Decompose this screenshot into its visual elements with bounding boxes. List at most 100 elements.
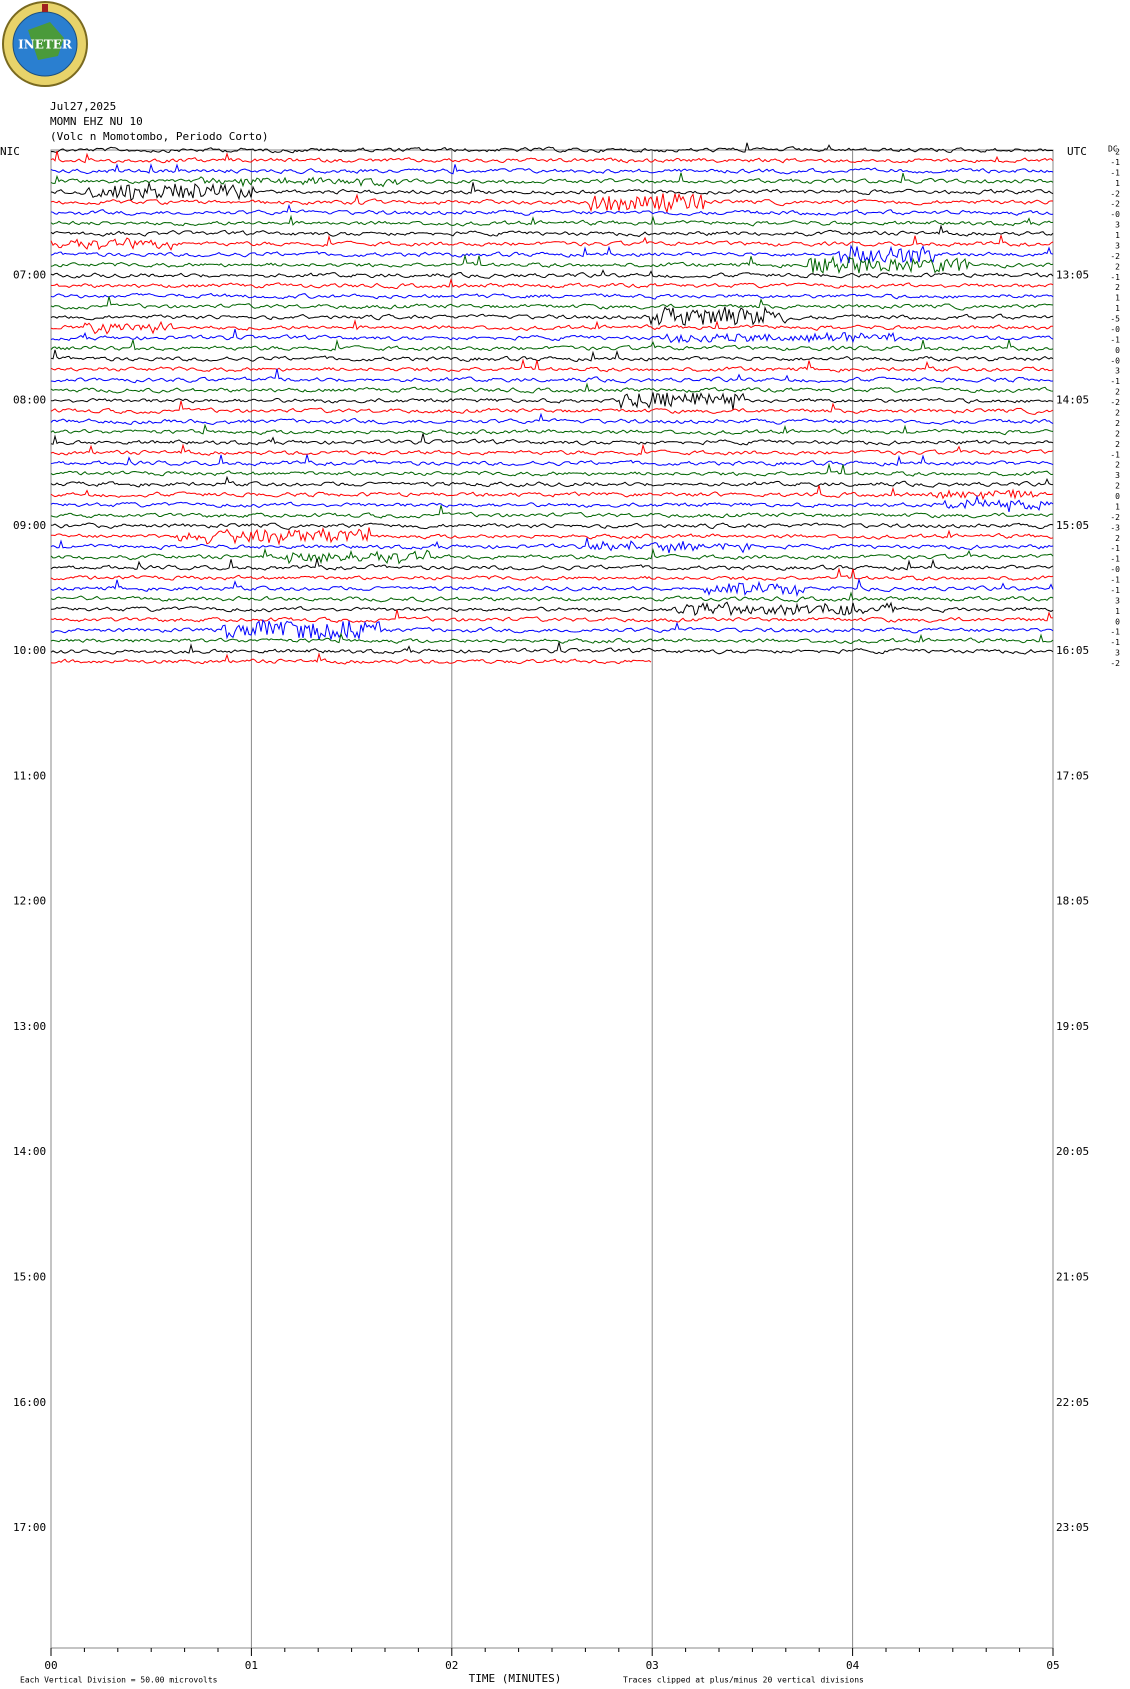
- trace: [50, 505, 1054, 519]
- dc-offset: -3: [1110, 523, 1120, 532]
- dc-offset: 2: [1115, 419, 1120, 428]
- station: MOMN EHZ NU 10: [50, 115, 143, 128]
- trace: [50, 423, 1054, 436]
- right-hour-label: 21:05: [1056, 1271, 1089, 1284]
- dc-offset: -1: [1110, 576, 1120, 585]
- trace: [50, 591, 1054, 603]
- trace: [50, 609, 1054, 623]
- right-hour-label: 15:05: [1056, 519, 1089, 532]
- left-hour-label: 16:00: [13, 1396, 46, 1409]
- dc-offset: -0: [1110, 325, 1120, 334]
- trace: [50, 142, 1054, 154]
- dc-offset: -2: [1110, 513, 1120, 522]
- dc-offset: 2: [1115, 461, 1120, 470]
- dc-offset: 1: [1115, 607, 1120, 616]
- dc-offset: -2: [1110, 398, 1120, 407]
- dc-offset: 2: [1115, 283, 1120, 292]
- trace: [50, 172, 1054, 188]
- x-axis-title: TIME (MINUTES): [469, 1672, 562, 1685]
- dc-offset: 2: [1115, 388, 1120, 397]
- trace: [50, 203, 1054, 217]
- scale-note: Each Vertical Division = 50.00 microvolt…: [20, 1676, 218, 1685]
- dc-offset: 2: [1115, 409, 1120, 418]
- trace: [50, 412, 1054, 426]
- dc-offset: 1: [1115, 179, 1120, 188]
- trace: [50, 642, 1054, 655]
- trace: [50, 462, 1054, 477]
- dc-offset: 3: [1115, 221, 1120, 230]
- dc-title: DC: [1108, 145, 1118, 154]
- trace: [50, 368, 1054, 384]
- dc-offset: 3: [1115, 596, 1120, 605]
- trace: [50, 234, 1054, 251]
- trace: [50, 392, 1054, 411]
- trace: [50, 454, 1054, 467]
- trace: [50, 567, 1054, 582]
- dc-offset: -1: [1110, 273, 1120, 282]
- right-hour-label: 14:05: [1056, 394, 1089, 407]
- trace: [50, 601, 1054, 617]
- left-hour-label: 13:00: [13, 1020, 46, 1033]
- trace: [50, 526, 1054, 546]
- dc-offset: -1: [1110, 377, 1120, 386]
- trace: [50, 475, 1054, 488]
- dc-offset: -1: [1110, 544, 1120, 553]
- trace: [50, 319, 1054, 335]
- trace: [50, 277, 1054, 290]
- dc-offset: -0: [1110, 356, 1120, 365]
- dc-offset: 3: [1115, 241, 1120, 250]
- frame: [50, 149, 1054, 1649]
- trace: [50, 305, 1054, 326]
- x-tick-label: 00: [44, 1659, 57, 1672]
- trace: [50, 163, 1054, 175]
- trace: [50, 296, 1054, 311]
- dc-offset: 2: [1115, 262, 1120, 271]
- dc-offset: -1: [1110, 450, 1120, 459]
- dc-offset: 2: [1115, 440, 1120, 449]
- left-hour-label: 11:00: [13, 769, 46, 782]
- trace: [50, 253, 1054, 275]
- trace: [50, 269, 1054, 279]
- description: (Volc n Momotombo, Periodo Corto): [50, 130, 269, 143]
- trace: [50, 182, 1054, 202]
- right-hour-label: 20:05: [1056, 1145, 1089, 1158]
- dc-offset: 1: [1115, 502, 1120, 511]
- dc-offset: -1: [1110, 586, 1120, 595]
- dc-offset: -0: [1110, 565, 1120, 574]
- trace: [50, 632, 1054, 645]
- dc-offset: -2: [1110, 659, 1120, 668]
- dc-offset: -1: [1110, 638, 1120, 647]
- dc-offset: -2: [1110, 189, 1120, 198]
- dc-offset: 0: [1115, 617, 1120, 626]
- dc-offset: 3: [1115, 367, 1120, 376]
- trace: [50, 192, 1054, 214]
- x-tick-label: 03: [646, 1659, 659, 1672]
- left-hour-label: 07:00: [13, 268, 46, 281]
- trace: [50, 537, 1054, 554]
- trace: [50, 577, 1054, 597]
- left-hour-label: 15:00: [13, 1271, 46, 1284]
- right-hour-label: 23:05: [1056, 1521, 1089, 1534]
- right-hour-label: 19:05: [1056, 1020, 1089, 1033]
- dc-offset: -1: [1110, 628, 1120, 637]
- dc-offset: 0: [1115, 492, 1120, 501]
- trace: [50, 339, 1054, 352]
- trace: [50, 400, 1054, 415]
- logo: INETER: [2, 1, 88, 87]
- dc-offset: 2: [1115, 429, 1120, 438]
- right-hour-label: 16:05: [1056, 644, 1089, 657]
- dc-offset: 1: [1115, 231, 1120, 240]
- left-hour-label: 14:00: [13, 1145, 46, 1158]
- trace: [50, 292, 1054, 300]
- x-tick-label: 04: [846, 1659, 860, 1672]
- trace: [50, 349, 1054, 363]
- dc-offset: -1: [1110, 168, 1120, 177]
- left-hour-label: 08:00: [13, 394, 46, 407]
- dc-offset: 2: [1115, 534, 1120, 543]
- trace: [50, 244, 1054, 264]
- date: Jul27,2025: [50, 100, 116, 113]
- left-title: NIC: [0, 145, 20, 158]
- trace: [50, 443, 1054, 456]
- left-hour-label: 17:00: [13, 1521, 46, 1534]
- right-hour-label: 18:05: [1056, 895, 1089, 908]
